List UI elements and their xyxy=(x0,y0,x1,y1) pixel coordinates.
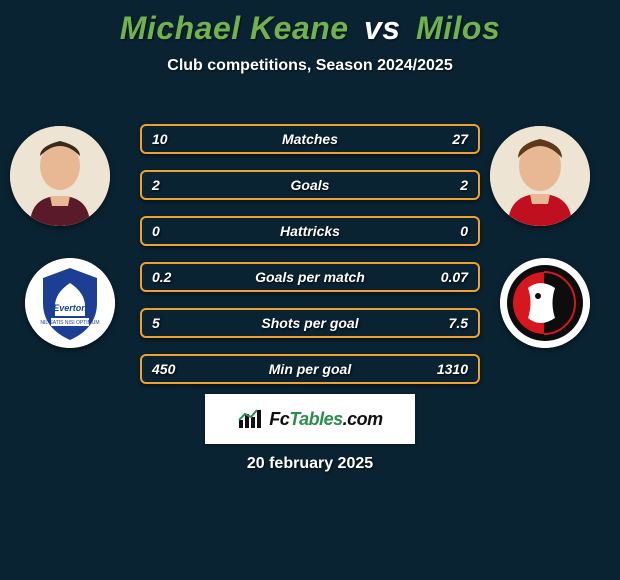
player2-club-badge xyxy=(500,258,590,348)
stat-row: 450 Min per goal 1310 xyxy=(140,354,480,384)
chart-icon xyxy=(237,406,263,432)
branding-tables: Tables xyxy=(289,409,342,429)
stat-row: 0 Hattricks 0 xyxy=(140,216,480,246)
stat-left-value: 0 xyxy=(152,223,192,239)
stat-left-value: 2 xyxy=(152,177,192,193)
svg-text:NIL SATIS NISI OPTIMUM: NIL SATIS NISI OPTIMUM xyxy=(40,320,99,326)
player1-club-badge: Everton NIL SATIS NISI OPTIMUM xyxy=(25,258,115,348)
branding-text: FcTables.com xyxy=(269,409,382,430)
vs-label: vs xyxy=(364,10,401,46)
date-label: 20 february 2025 xyxy=(0,455,620,473)
stat-label: Goals per match xyxy=(192,269,428,285)
stat-left-value: 0.2 xyxy=(152,269,192,285)
player1-name: Michael Keane xyxy=(120,10,349,46)
stat-right-value: 0.07 xyxy=(428,269,468,285)
stat-row: 2 Goals 2 xyxy=(140,170,480,200)
club-badge-icon: Everton NIL SATIS NISI OPTIMUM xyxy=(25,258,115,348)
person-icon xyxy=(10,126,110,226)
stats-table: 10 Matches 27 2 Goals 2 0 Hattricks 0 0.… xyxy=(140,124,480,400)
stat-right-value: 0 xyxy=(428,223,468,239)
subtitle: Club competitions, Season 2024/2025 xyxy=(0,57,620,75)
stat-left-value: 5 xyxy=(152,315,192,331)
stat-label: Min per goal xyxy=(192,361,428,377)
player2-avatar xyxy=(490,126,590,226)
stat-row: 10 Matches 27 xyxy=(140,124,480,154)
stat-left-value: 450 xyxy=(152,361,192,377)
club-badge-icon xyxy=(500,258,590,348)
branding-fc: Fc xyxy=(269,409,289,429)
stat-right-value: 7.5 xyxy=(428,315,468,331)
page-title: Michael Keane vs Milos xyxy=(0,0,620,47)
branding-badge: FcTables.com xyxy=(205,394,415,444)
stat-right-value: 1310 xyxy=(428,361,468,377)
player2-name: Milos xyxy=(416,10,500,46)
stat-row: 5 Shots per goal 7.5 xyxy=(140,308,480,338)
comparison-card: Michael Keane vs Milos Club competitions… xyxy=(0,0,620,580)
svg-text:Everton: Everton xyxy=(53,303,87,313)
stat-label: Goals xyxy=(192,177,428,193)
stat-left-value: 10 xyxy=(152,131,192,147)
stat-label: Shots per goal xyxy=(192,315,428,331)
stat-right-value: 2 xyxy=(428,177,468,193)
branding-dotcom: .com xyxy=(343,409,383,429)
person-icon xyxy=(490,126,590,226)
stat-row: 0.2 Goals per match 0.07 xyxy=(140,262,480,292)
stat-label: Hattricks xyxy=(192,223,428,239)
stat-right-value: 27 xyxy=(428,131,468,147)
player1-avatar xyxy=(10,126,110,226)
stat-label: Matches xyxy=(192,131,428,147)
